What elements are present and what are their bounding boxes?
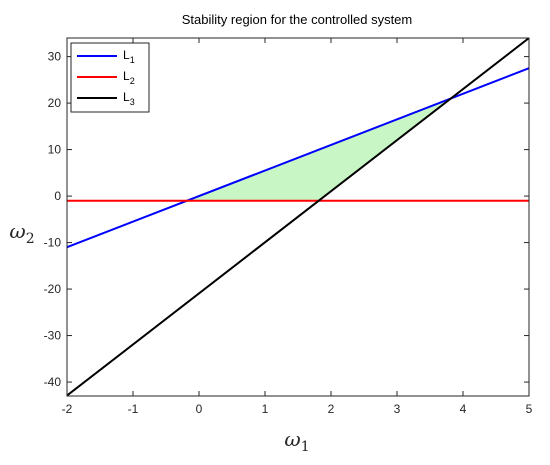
y-tick-label: -10	[44, 236, 62, 250]
y-axis-label-subscript: 2	[26, 231, 35, 247]
legend-entry-label: L1	[123, 48, 135, 65]
y-tick-label: 10	[48, 143, 62, 157]
x-axis-label-subscript: 1	[301, 439, 310, 455]
x-axis-label: ω1	[284, 427, 309, 455]
series-layer	[67, 38, 529, 396]
x-tick-label: 2	[328, 402, 335, 416]
y-axis-label: ω2	[9, 219, 34, 247]
y-tick-label: 30	[48, 50, 62, 64]
x-axis-label-symbol: ω	[284, 427, 300, 451]
y-tick-label: 20	[48, 96, 62, 110]
x-tick-label: -1	[128, 402, 139, 416]
legend-entry-label: L2	[123, 69, 135, 86]
y-axis-label-symbol: ω	[9, 219, 25, 243]
legend-entry-label: L3	[123, 90, 135, 107]
y-tick-label: 0	[54, 189, 61, 203]
x-tick-label: -2	[62, 402, 73, 416]
x-tick-label: 3	[394, 402, 401, 416]
y-tick-label: -20	[44, 282, 62, 296]
x-tick-label: 5	[526, 402, 533, 416]
chart-title: Stability region for the controlled syst…	[182, 12, 413, 27]
y-tick-label: -30	[44, 329, 62, 343]
series-line-l3	[67, 38, 529, 396]
legend: L1 L2 L3	[70, 42, 150, 113]
y-tick-label: -40	[44, 375, 62, 389]
axes-box	[66, 37, 530, 397]
x-tick-label: 1	[262, 402, 269, 416]
x-tick-label: 4	[460, 402, 467, 416]
x-tick-label: 0	[196, 402, 203, 416]
